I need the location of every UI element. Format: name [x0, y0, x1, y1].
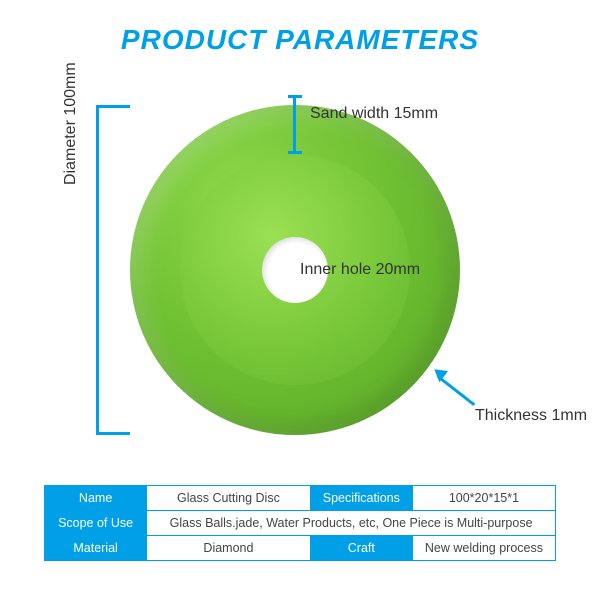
product-diagram: Diameter 100mm Sand width 15mm Inner hol… [0, 65, 600, 475]
inner-hole-label: Inner hole 20mm [300, 261, 420, 279]
thickness-leader-line [437, 375, 475, 406]
table-cell: Glass Cutting Disc [147, 486, 311, 511]
sand-width-label: Sand width 15mm [310, 105, 438, 123]
table-cell: Glass Balls.jade, Water Products, etc, O… [147, 511, 556, 536]
table-row: Scope of UseGlass Balls.jade, Water Prod… [45, 511, 556, 536]
page-title: PRODUCT PARAMETERS [0, 0, 600, 56]
table-header-cell: Craft [310, 536, 412, 561]
diameter-bracket [96, 105, 130, 435]
table-header-cell: Name [45, 486, 147, 511]
diameter-label: Diameter 100mm [62, 62, 80, 185]
table-header-cell: Specifications [310, 486, 412, 511]
table-header-cell: Scope of Use [45, 511, 147, 536]
thickness-label: Thickness 1mm [475, 407, 587, 425]
table-cell: 100*20*15*1 [412, 486, 555, 511]
spec-table: NameGlass Cutting DiscSpecifications100*… [44, 485, 556, 561]
table-header-cell: Material [45, 536, 147, 561]
table-row: MaterialDiamondCraftNew welding process [45, 536, 556, 561]
table-cell: Diamond [147, 536, 311, 561]
table-cell: New welding process [412, 536, 555, 561]
table-row: NameGlass Cutting DiscSpecifications100*… [45, 486, 556, 511]
sand-width-bracket [288, 95, 302, 155]
